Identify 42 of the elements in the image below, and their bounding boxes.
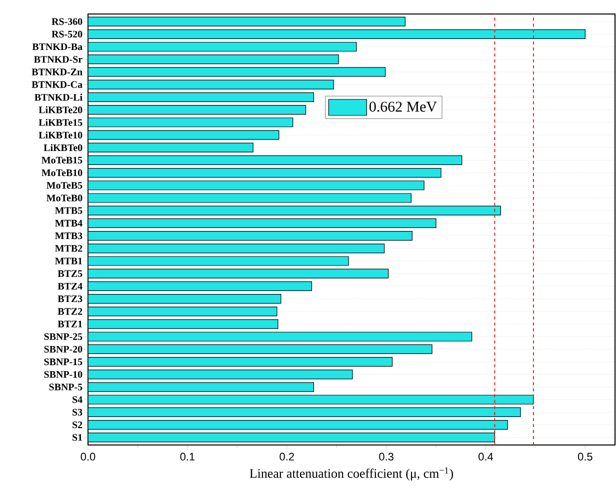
y-tick-label: MoTeB10	[42, 169, 82, 176]
y-tick-label: LiKBTe15	[38, 118, 82, 126]
y-tick-label: S1	[72, 434, 82, 441]
y-tick-label: LiKBTe0	[44, 144, 82, 152]
y-tick-label: BTNKD-Sr	[34, 56, 82, 63]
y-tick-label: MTB3	[55, 232, 82, 240]
y-tick-label: SBNP-25	[44, 333, 82, 340]
y-tick-label: BTZ4	[58, 282, 82, 290]
y-tick-label: MTB2	[55, 245, 82, 252]
y-tick-label: LiKBTe10	[38, 131, 82, 138]
y-tick-label: S2	[72, 421, 82, 428]
y-tick-label: LiKBTe20	[38, 106, 82, 114]
y-tick-label: MoTeB0	[46, 194, 82, 202]
y-tick-label: SBNP-5	[49, 384, 82, 390]
y-tick-label: MTB1	[55, 258, 82, 264]
y-tick-label: BTNKD-Ba	[32, 43, 82, 50]
x-tick-label: 0.3	[379, 452, 394, 461]
y-tick-label: S3	[72, 408, 82, 416]
x-tick-label: 0.0	[80, 452, 96, 461]
x-axis-title: Linear attenuation coefficient (μ, cm$^{−1}$)	[250, 467, 454, 480]
y-tick-label: MoTeB5	[46, 182, 82, 189]
y-tick-label: RS-360	[52, 18, 82, 25]
y-tick-label: RS-520	[52, 30, 82, 38]
x-tick-label: 0.4	[478, 452, 494, 461]
y-tick-label: BTZ3	[58, 295, 82, 302]
x-tick-label: 0.5	[578, 452, 592, 461]
y-tick-label: MTB5	[55, 207, 82, 214]
y-tick-label: SBNP-10	[44, 371, 82, 378]
y-tick-label: MTB4	[55, 220, 82, 226]
x-tick-label: 0.1	[180, 452, 195, 461]
x-tick-label: 0.2	[280, 452, 294, 461]
y-tick-label: BTZ1	[58, 320, 82, 328]
y-tick-label: S4	[72, 396, 82, 403]
y-tick-label: BTZ2	[58, 308, 82, 315]
y-tick-label: BTNKD-Zn	[32, 68, 82, 76]
y-tick-label: SBNP-20	[44, 346, 82, 353]
legend-label: 0.662 MeV	[369, 102, 437, 112]
y-tick-label: MoTeB15	[42, 156, 82, 164]
y-tick-label: SBNP-15	[44, 358, 82, 366]
y-tick-label: BTNKD-Ca	[32, 81, 82, 88]
y-tick-label: BTNKD-Li	[34, 94, 82, 101]
y-tick-label: BTZ5	[58, 270, 82, 277]
